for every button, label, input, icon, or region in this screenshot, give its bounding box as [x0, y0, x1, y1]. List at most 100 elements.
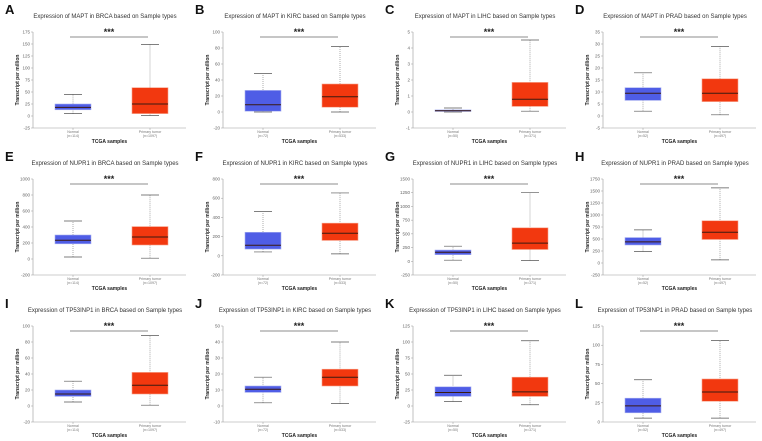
y-tick-label: 250 [592, 249, 600, 254]
panel-letter: B [195, 2, 205, 17]
y-tick-label: 0 [27, 114, 30, 119]
y-tick-label: 600 [22, 209, 30, 214]
y-tick-label: 40 [215, 340, 221, 345]
x-tick-label: Normal [637, 277, 649, 281]
x-tick-label: Primary tumor [519, 130, 542, 134]
panel-c: -1 0 1 2 3 4 5 Transcript per million Normal (n=5… [380, 0, 570, 147]
sample-size-label: (n=114) [67, 428, 79, 432]
y-tick-label: 60 [215, 62, 221, 67]
y-tick-label: 100 [592, 343, 600, 348]
x-tick-label: Primary tumor [139, 424, 162, 428]
tumor-box [701, 78, 739, 102]
panel-letter: H [575, 149, 585, 164]
y-tick-label: 100 [22, 324, 30, 329]
y-tick-label: 1250 [400, 190, 411, 195]
y-tick-label: -200 [211, 273, 221, 278]
normal-box [54, 234, 92, 245]
x-tick-label: Primary tumor [329, 424, 352, 428]
y-tick-label: 125 [22, 54, 30, 59]
y-tick-label: 400 [212, 215, 220, 220]
plot: -20 0 20 40 60 80 100 Transcript per million Nor… [205, 27, 376, 138]
y-tick-label: 10 [215, 388, 221, 393]
x-tick-label: Primary tumor [519, 424, 542, 428]
chart-title: Expression of MAPT in KIRC based on Samp… [224, 14, 366, 20]
chart-title: Expression of MAPT in LIHC based on Samp… [414, 14, 556, 20]
y-tick-label: 30 [215, 356, 221, 361]
panel-h: -250 0 250 500 750 1000 1250 1500 1750 Transcript… [570, 147, 760, 294]
y-tick-label: 200 [22, 241, 30, 246]
y-axis-label: Transcript per million [585, 55, 591, 106]
x-tick-label: Primary tumor [329, 277, 352, 281]
x-tick-label: Normal [257, 424, 269, 428]
panel-letter: L [575, 296, 583, 311]
x-axis-label: TCGA samples [281, 286, 318, 292]
panel-letter: C [385, 2, 395, 17]
chart-title: Expression of TP53INP1 in LIHC based on … [409, 308, 561, 314]
x-axis-label: TCGA samples [471, 433, 508, 439]
chart-title: Expression of NUPR1 in LIHC based on Sam… [412, 161, 558, 167]
y-axis-label: Transcript per million [15, 202, 21, 253]
y-axis-label: Transcript per million [15, 55, 21, 106]
panel-letter: F [195, 149, 203, 164]
y-tick-label: 0 [597, 114, 600, 119]
y-tick-label: 4 [407, 46, 410, 51]
y-tick-label: 25 [595, 54, 601, 59]
y-tick-label: 0 [597, 261, 600, 266]
y-tick-label: -250 [591, 273, 601, 278]
sample-size-label: (n=50) [448, 281, 459, 285]
chart-title: Expression of MAPT in PRAD based on Samp… [603, 14, 747, 20]
panel-letter: A [5, 2, 15, 17]
sample-size-label: (n=114) [67, 134, 79, 138]
significance-stars: *** [294, 174, 305, 184]
y-tick-label: 50 [595, 381, 601, 386]
y-tick-label: -250 [401, 273, 411, 278]
sample-size-label: (n=50) [448, 134, 459, 138]
plot: -5 0 5 10 15 20 25 30 35 Transcript per million No… [585, 27, 756, 138]
panel-letter: E [5, 149, 14, 164]
sample-size-label: (n=533) [334, 281, 347, 285]
y-tick-label: 0 [597, 420, 600, 425]
y-tick-label: 75 [405, 356, 411, 361]
sample-size-label: (n=497) [714, 134, 727, 138]
sample-size-label: (n=533) [334, 134, 347, 138]
y-axis-label: Transcript per million [395, 55, 401, 106]
sample-size-label: (n=497) [714, 428, 727, 432]
y-tick-label: -20 [23, 420, 30, 425]
x-tick-label: Primary tumor [519, 277, 542, 281]
y-tick-label: 25 [25, 102, 31, 107]
x-tick-label: Normal [257, 277, 269, 281]
significance-stars: *** [294, 27, 305, 37]
normal-box [624, 87, 662, 101]
chart-title: Expression of NUPR1 in PRAD based on Sam… [601, 161, 749, 167]
sample-size-label: (n=533) [334, 428, 347, 432]
tumor-box [511, 227, 549, 250]
tumor-box [701, 220, 739, 240]
significance-stars: *** [104, 174, 115, 184]
panel-letter: K [385, 296, 395, 311]
x-axis-label: TCGA samples [661, 433, 698, 439]
x-tick-label: Normal [447, 277, 459, 281]
y-tick-label: 800 [22, 193, 30, 198]
y-tick-label: 2 [407, 78, 410, 83]
y-tick-label: 0 [27, 257, 30, 262]
tumor-box [131, 372, 169, 395]
panel-l: 0 25 50 75 100 125 Transcript per million Norma… [570, 294, 760, 441]
significance-stars: *** [484, 321, 495, 331]
y-axis-label: Transcript per million [395, 202, 401, 253]
plot: -250 0 250 500 750 1000 1250 1500 1750 Transcript… [585, 174, 756, 285]
tumor-box [321, 222, 359, 241]
y-tick-label: 1000 [400, 204, 411, 209]
panel-letter: G [385, 149, 396, 164]
panel-b: -20 0 20 40 60 80 100 Transcript per million Nor… [190, 0, 380, 147]
y-tick-label: 35 [595, 30, 601, 35]
y-tick-label: 40 [215, 78, 221, 83]
panel-f: -200 0 200 400 600 800 Transcript per million N… [190, 147, 380, 294]
plot: -1 0 1 2 3 4 5 Transcript per million Normal(n=5… [395, 27, 566, 138]
panel-g: -250 0 250 500 750 1000 1250 1500 Transcript per… [380, 147, 570, 294]
x-axis-label: TCGA samples [281, 139, 318, 145]
y-tick-label: -25 [23, 126, 30, 131]
x-tick-label: Normal [67, 130, 79, 134]
y-tick-label: 20 [25, 388, 31, 393]
chart-title: Expression of TP53INP1 in BRCA based on … [27, 308, 183, 314]
x-tick-label: Primary tumor [139, 277, 162, 281]
